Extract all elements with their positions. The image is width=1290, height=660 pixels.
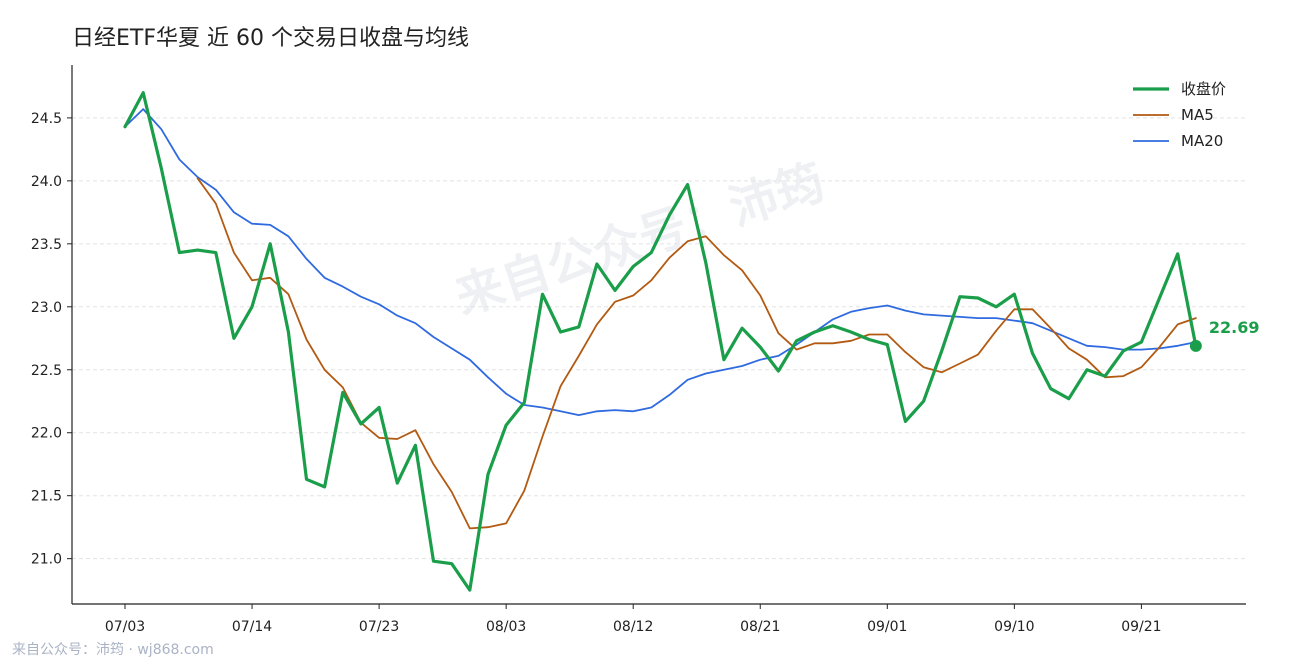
watermark: 来自公众号：沛筠	[449, 154, 832, 326]
ma20-line	[124, 108, 1197, 416]
legend-label: MA5	[1181, 106, 1214, 124]
x-tick-label: 08/12	[613, 619, 653, 635]
y-tick-label: 21.0	[31, 552, 62, 568]
last-close-marker	[1189, 339, 1202, 352]
axes: 21.0 21.5 22.0 22.5 23.0 23.5 24.0 24.5 07/03 07/…	[31, 65, 1246, 635]
y-tick-label: 23.0	[31, 300, 62, 316]
y-tick-label: 21.5	[31, 489, 62, 505]
legend-label: MA20	[1181, 132, 1223, 150]
series: 22.69	[123, 91, 1260, 592]
y-tick-label: 23.5	[31, 237, 62, 253]
watermark-text: 来自公众号：沛筠	[449, 154, 832, 326]
x-tick-label: 07/14	[232, 619, 272, 635]
footer-credit: 来自公众号：沛筠 · wj868.com	[12, 642, 214, 658]
close-price-line	[123, 91, 1198, 592]
x-tick-label: 08/21	[740, 619, 780, 635]
x-tick-label: 09/21	[1121, 619, 1161, 635]
y-tick-label: 22.0	[31, 426, 62, 442]
ma5-line	[196, 177, 1197, 530]
legend: 收盘价 MA5 MA20	[1133, 80, 1226, 150]
x-tick-label: 09/01	[867, 619, 907, 635]
x-tick-label: 07/23	[359, 619, 399, 635]
y-tick-label: 24.5	[31, 111, 62, 127]
x-tick-label: 09/10	[994, 619, 1034, 635]
x-tick-label: 08/03	[486, 619, 526, 635]
x-tick-label: 07/03	[105, 619, 145, 635]
legend-label: 收盘价	[1181, 80, 1226, 98]
last-close-label: 22.69	[1209, 318, 1260, 337]
y-tick-label: 22.5	[31, 363, 62, 379]
y-tick-label: 24.0	[31, 174, 62, 190]
chart-title: 日经ETF华夏 近 60 个交易日收盘与均线	[72, 26, 469, 51]
